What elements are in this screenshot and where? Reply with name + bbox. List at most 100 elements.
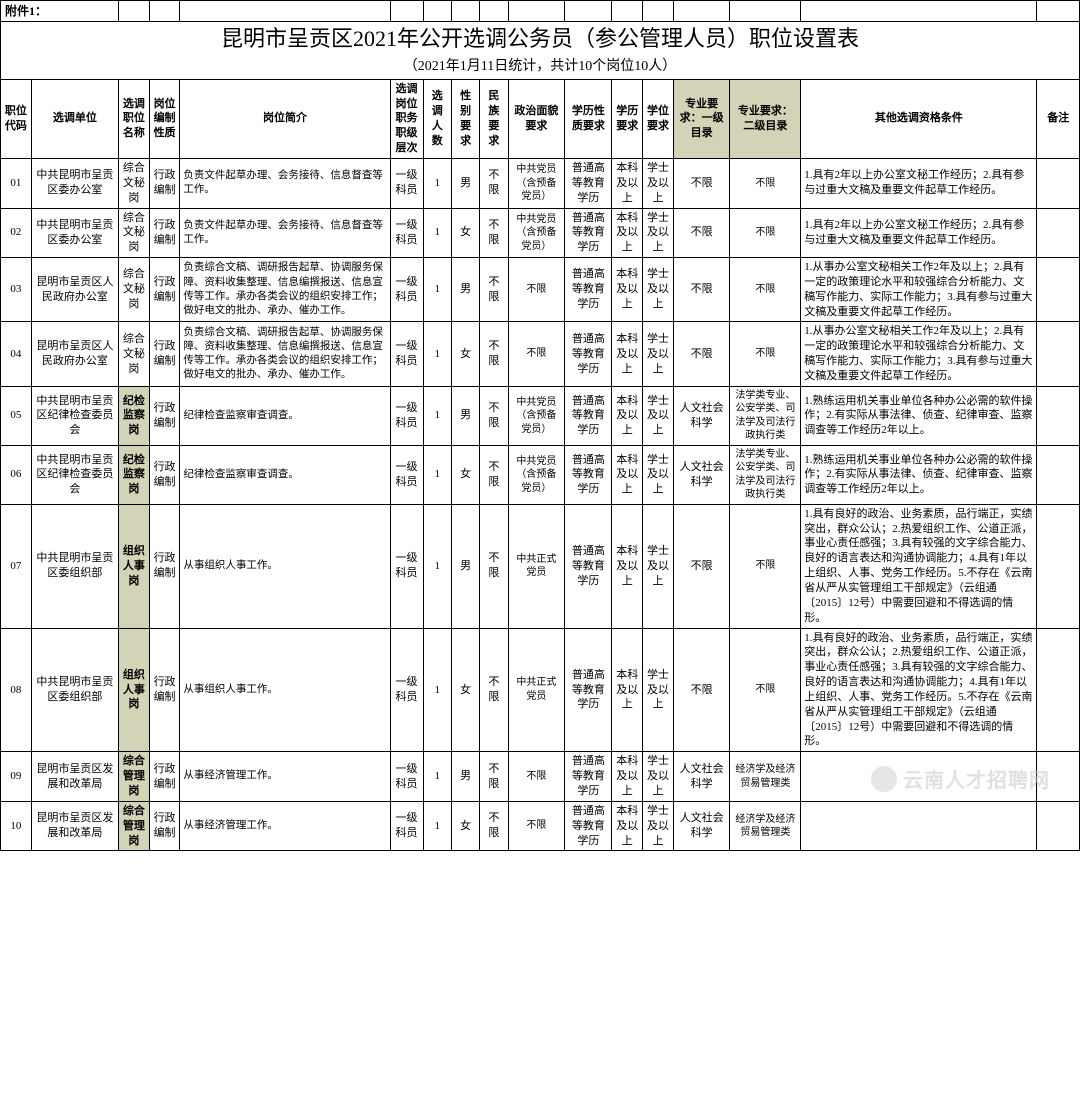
cell-maj1: 不限	[673, 628, 730, 752]
attachment-label: 附件1：	[1, 1, 119, 22]
cell-other: 1.熟练运用机关事业单位各种办公必需的软件操作；2.有实际从事法律、侦查、纪律审…	[801, 386, 1037, 445]
cell-desc: 负责文件起草办理、会务接待、信息督查等工作。	[180, 208, 390, 258]
col-nature: 岗位编制性质	[149, 79, 180, 158]
cell-maj2: 不限	[730, 258, 801, 322]
cell-level: 一级科员	[390, 801, 423, 851]
cell-other: 1.具有2年以上办公室文秘工作经历；2.具有参与过重大文稿及重要文件起草工作经历…	[801, 208, 1037, 258]
cell-code: 06	[1, 445, 32, 504]
cell-unit: 中共昆明市呈贡区纪律检查委员会	[31, 445, 118, 504]
table-row: 05中共昆明市呈贡区纪律检查委员会纪检监察岗行政编制纪律检查监察审查调查。一级科…	[1, 386, 1080, 445]
cell-edu: 普通高等教育学历	[565, 628, 612, 752]
cell-deg: 学士及以上	[643, 752, 674, 802]
cell-sex: 男	[451, 504, 479, 628]
cell-pol: 中共党员（含预备党员）	[508, 386, 565, 445]
cell-unit: 昆明市呈贡区人民政府办公室	[31, 258, 118, 322]
position-table: 附件1： 昆明市呈贡区2021年公开选调公务员（参公管理人员）职位设置表 （20…	[0, 0, 1080, 851]
cell-code: 09	[1, 752, 32, 802]
cell-pos: 综合文秘岗	[119, 258, 150, 322]
cell-unit: 中共昆明市呈贡区委组织部	[31, 504, 118, 628]
cell-level: 一级科员	[390, 628, 423, 752]
cell-deg: 学士及以上	[643, 208, 674, 258]
cell-eth: 不限	[480, 258, 508, 322]
cell-unit: 中共昆明市呈贡区委办公室	[31, 158, 118, 208]
cell-sex: 女	[451, 445, 479, 504]
cell-pos: 综合管理岗	[119, 801, 150, 851]
cell-desc: 纪律检查监察审查调查。	[180, 445, 390, 504]
cell-remark	[1037, 801, 1080, 851]
cell-code: 05	[1, 386, 32, 445]
cell-maj2: 经济学及经济贸易管理类	[730, 752, 801, 802]
cell-level: 一级科员	[390, 208, 423, 258]
page-title: 昆明市呈贡区2021年公开选调公务员（参公管理人员）职位设置表	[1, 22, 1080, 56]
cell-edu2: 本科及以上	[612, 801, 643, 851]
table-row: 10昆明市呈贡区发展和改革局综合管理岗行政编制从事经济管理工作。一级科员1女不限…	[1, 801, 1080, 851]
cell-maj1: 不限	[673, 258, 730, 322]
cell-nature: 行政编制	[149, 386, 180, 445]
cell-num: 1	[423, 445, 451, 504]
table-row: 03昆明市呈贡区人民政府办公室综合文秘岗行政编制负责综合文稿、调研报告起草、协调…	[1, 258, 1080, 322]
col-unit: 选调单位	[31, 79, 118, 158]
cell-edu: 普通高等教育学历	[565, 445, 612, 504]
cell-pol: 不限	[508, 752, 565, 802]
cell-other	[801, 752, 1037, 802]
cell-sex: 女	[451, 801, 479, 851]
cell-edu2: 本科及以上	[612, 386, 643, 445]
cell-level: 一级科员	[390, 445, 423, 504]
cell-level: 一级科员	[390, 386, 423, 445]
cell-maj2: 不限	[730, 322, 801, 386]
cell-edu2: 本科及以上	[612, 322, 643, 386]
cell-edu: 普通高等教育学历	[565, 322, 612, 386]
cell-nature: 行政编制	[149, 628, 180, 752]
cell-other: 1.具有2年以上办公室文秘工作经历；2.具有参与过重大文稿及重要文件起草工作经历…	[801, 158, 1037, 208]
cell-deg: 学士及以上	[643, 158, 674, 208]
cell-maj2: 经济学及经济贸易管理类	[730, 801, 801, 851]
cell-nature: 行政编制	[149, 752, 180, 802]
col-other: 其他选调资格条件	[801, 79, 1037, 158]
attachment-row: 附件1：	[1, 1, 1080, 22]
cell-edu2: 本科及以上	[612, 752, 643, 802]
cell-other: 1.从事办公室文秘相关工作2年及以上；2.具有一定的政策理论水平和较强综合分析能…	[801, 258, 1037, 322]
cell-maj2: 法学类专业、公安学类、司法学及司法行政执行类	[730, 386, 801, 445]
cell-pol: 不限	[508, 258, 565, 322]
header-row: 职位代码 选调单位 选调职位名称 岗位编制性质 岗位简介 选调岗位职务职级层次 …	[1, 79, 1080, 158]
page-subtitle: （2021年1月11日统计，共计10个岗位10人）	[1, 56, 1080, 79]
cell-edu: 普通高等教育学历	[565, 208, 612, 258]
cell-remark	[1037, 258, 1080, 322]
cell-level: 一级科员	[390, 258, 423, 322]
cell-remark	[1037, 504, 1080, 628]
cell-level: 一级科员	[390, 158, 423, 208]
cell-eth: 不限	[480, 322, 508, 386]
cell-maj2: 不限	[730, 628, 801, 752]
cell-num: 1	[423, 386, 451, 445]
cell-pos: 组织人事岗	[119, 628, 150, 752]
cell-desc: 负责文件起草办理、会务接待、信息督查等工作。	[180, 158, 390, 208]
cell-code: 10	[1, 801, 32, 851]
cell-nature: 行政编制	[149, 504, 180, 628]
cell-maj1: 不限	[673, 208, 730, 258]
cell-maj1: 人文社会科学	[673, 752, 730, 802]
cell-pos: 纪检监察岗	[119, 445, 150, 504]
cell-eth: 不限	[480, 158, 508, 208]
col-num: 选调人数	[423, 79, 451, 158]
cell-sex: 男	[451, 258, 479, 322]
cell-nature: 行政编制	[149, 322, 180, 386]
cell-pol: 中共正式党员	[508, 504, 565, 628]
cell-desc: 从事经济管理工作。	[180, 801, 390, 851]
cell-desc: 从事组织人事工作。	[180, 628, 390, 752]
col-deg: 学位要求	[643, 79, 674, 158]
cell-other: 1.熟练运用机关事业单位各种办公必需的软件操作；2.有实际从事法律、侦查、纪律审…	[801, 445, 1037, 504]
cell-eth: 不限	[480, 628, 508, 752]
cell-pos: 综合管理岗	[119, 752, 150, 802]
cell-pol: 中共党员（含预备党员）	[508, 208, 565, 258]
cell-eth: 不限	[480, 752, 508, 802]
cell-nature: 行政编制	[149, 801, 180, 851]
cell-remark	[1037, 752, 1080, 802]
col-maj2: 专业要求：二级目录	[730, 79, 801, 158]
cell-maj1: 不限	[673, 322, 730, 386]
cell-eth: 不限	[480, 208, 508, 258]
cell-edu: 普通高等教育学历	[565, 258, 612, 322]
cell-edu: 普通高等教育学历	[565, 158, 612, 208]
cell-eth: 不限	[480, 386, 508, 445]
cell-deg: 学士及以上	[643, 386, 674, 445]
cell-other	[801, 801, 1037, 851]
